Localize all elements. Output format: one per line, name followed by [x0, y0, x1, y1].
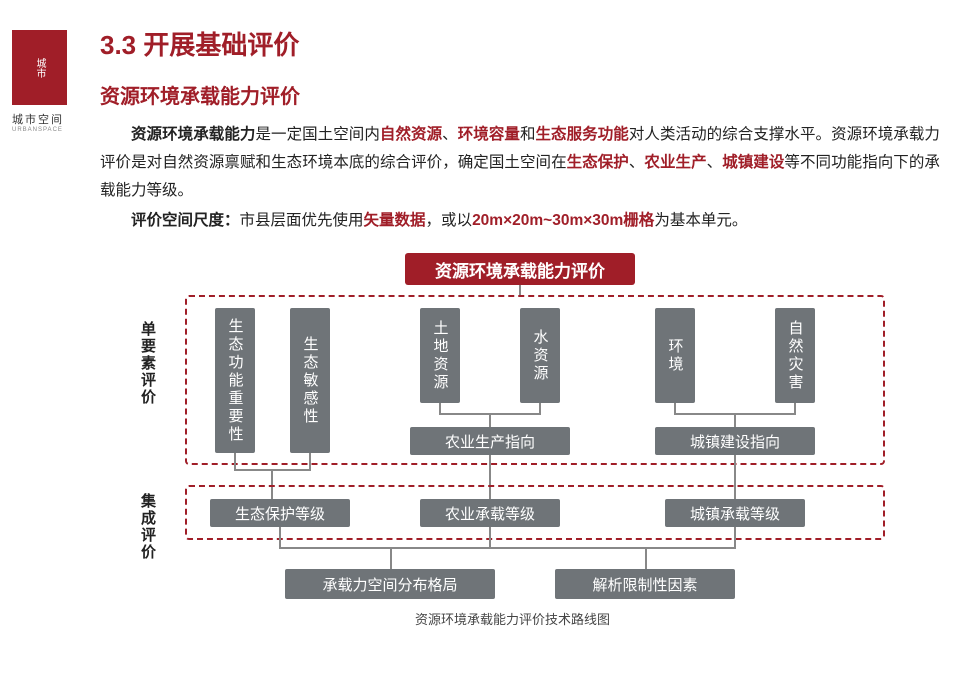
p1-r3: 生态服务功能	[536, 126, 629, 143]
p1-r5: 农业生产	[644, 154, 706, 171]
p2-t2: 市县层面优先使用	[240, 212, 364, 229]
p1-bold: 资源环境承载能力	[131, 126, 255, 143]
conn-g1b	[279, 527, 281, 549]
p1-t2: 是一定国土空间内	[255, 126, 379, 143]
node-v2: 生态敏感性	[290, 308, 330, 453]
section-subtitle: 资源环境承载能力评价	[100, 80, 940, 109]
p1-r6: 城镇建设	[722, 154, 784, 171]
p2-r2: 20m×20m~30m×30m栅格	[472, 212, 654, 229]
conn-b1d	[390, 547, 392, 569]
conn-d34	[489, 413, 491, 427]
node-g2: 农业承载等级	[420, 499, 560, 527]
node-v6: 自然灾害	[775, 308, 815, 403]
p2-bold: 评价空间尺度：	[131, 212, 240, 229]
logo-text: 城市空间	[12, 111, 80, 127]
p2-r1: 矢量数据	[364, 212, 426, 229]
node-g3: 城镇承载等级	[665, 499, 805, 527]
p1-t7: 、	[707, 154, 723, 171]
flowchart: 资源环境承载能力评价 单要素评价 生态功能重要性 生态敏感性 土地资源 水资源 …	[125, 253, 915, 633]
node-top: 资源环境承载能力评价	[405, 253, 635, 285]
side-label-1: 单要素评价	[137, 321, 158, 406]
conn-top	[519, 285, 521, 295]
p1-r2: 环境容量	[458, 126, 520, 143]
conn-g2b	[489, 527, 491, 549]
paragraph-1: 资源环境承载能力是一定国土空间内自然资源、环境容量和生态服务功能对人类活动的综合…	[100, 121, 940, 205]
node-v3: 土地资源	[420, 308, 460, 403]
node-h2: 城镇建设指向	[655, 427, 815, 455]
p2-t4: 为基本单元。	[654, 212, 747, 229]
diagram-caption: 资源环境承载能力评价技术路线图	[415, 609, 610, 628]
p1-t3: 、	[442, 126, 458, 143]
logo-area: 城市 城市空间 URBANSPACE	[0, 0, 80, 688]
p2-t3: ，或以	[426, 212, 473, 229]
side-label-2: 集成评价	[137, 493, 158, 561]
p1-r1: 自然资源	[380, 126, 442, 143]
p1-t4: 和	[520, 126, 536, 143]
node-b2: 解析限制性因素	[555, 569, 735, 599]
conn-b2d	[645, 547, 647, 569]
logo-subtext: URBANSPACE	[12, 127, 80, 133]
node-h1: 农业生产指向	[410, 427, 570, 455]
content-area: 3.3 开展基础评价 资源环境承载能力评价 资源环境承载能力是一定国土空间内自然…	[100, 25, 940, 633]
conn-d56	[734, 413, 736, 427]
logo-block: 城市	[12, 30, 67, 105]
p1-t6: 、	[629, 154, 645, 171]
p1-r4: 生态保护	[567, 154, 629, 171]
node-v5: 环境	[655, 308, 695, 403]
node-v1: 生态功能重要性	[215, 308, 255, 453]
node-g1: 生态保护等级	[210, 499, 350, 527]
node-v4: 水资源	[520, 308, 560, 403]
paragraph-2: 评价空间尺度：市县层面优先使用矢量数据，或以20m×20m~30m×30m栅格为…	[100, 207, 940, 235]
page-title: 3.3 开展基础评价	[100, 25, 940, 62]
conn-g3b	[734, 527, 736, 549]
conn-gh	[279, 547, 736, 549]
node-b1: 承载力空间分布格局	[285, 569, 495, 599]
